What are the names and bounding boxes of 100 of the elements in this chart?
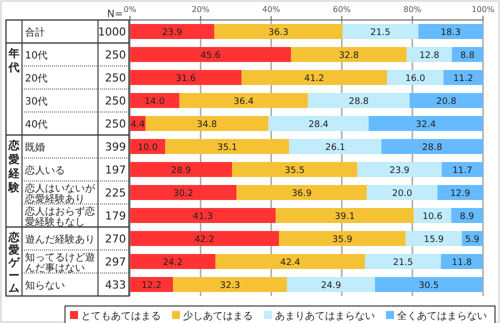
- text: 250: [105, 94, 126, 108]
- data-label: 21.5: [393, 258, 414, 268]
- x-tick-label: 20%: [192, 5, 210, 14]
- bar: [130, 185, 237, 200]
- data-label: 36.3: [268, 28, 288, 38]
- legend-label: あまりあてはまらない: [275, 311, 375, 322]
- data-label: 42.2: [194, 235, 215, 245]
- data-label: 11.2: [453, 74, 474, 84]
- bar: [130, 277, 174, 292]
- data-label: 35.5: [284, 166, 305, 176]
- legend-label: 全くあてはまらない: [397, 310, 487, 322]
- bar: [442, 162, 483, 177]
- bar: [366, 185, 438, 200]
- legend-label: 少しあてはまる: [183, 310, 253, 322]
- y-tick-label: 合計: [25, 26, 45, 38]
- data-label: 24.2: [162, 258, 183, 268]
- y-tick-label: 既婚: [25, 142, 45, 154]
- data-label: 26.1: [325, 143, 346, 153]
- data-label: 35.1: [217, 143, 238, 153]
- data-label: 23.9: [389, 166, 410, 176]
- bar: [276, 208, 414, 223]
- y-tick-label: 恋人はおらず恋愛経験もなし: [24, 205, 95, 228]
- data-label: 15.9: [424, 235, 444, 245]
- bar: [290, 47, 407, 62]
- text: 270: [105, 232, 126, 246]
- x-tick-label: 100%: [472, 5, 495, 14]
- bar: [130, 208, 276, 223]
- text: 179: [105, 210, 126, 222]
- bar: [214, 24, 343, 39]
- bar: [236, 185, 367, 200]
- data-label: 30.2: [173, 189, 194, 199]
- data-label: 31.6: [176, 74, 196, 84]
- data-label: 41.3: [192, 212, 213, 222]
- data-label: 10.0: [138, 143, 158, 153]
- y-tick-label: 知ってるけど遊んだ事はない: [25, 251, 95, 274]
- data-label: 34.8: [196, 120, 218, 130]
- bar: [130, 70, 242, 85]
- bar: [232, 162, 358, 177]
- y-tick-label: 30代: [25, 96, 48, 108]
- data-label: 36.4: [234, 97, 254, 107]
- bar: [130, 93, 180, 108]
- data-label: 5.9: [465, 235, 480, 245]
- data-label: 28.9: [170, 166, 192, 176]
- y-tick-label: 10代: [25, 50, 48, 62]
- x-tick-label: 60%: [332, 5, 352, 14]
- text: 恋愛経験: [8, 139, 20, 194]
- data-label: 36.9: [292, 189, 312, 199]
- data-label: 42.4: [280, 258, 301, 268]
- x-tick-label: 40%: [262, 5, 280, 14]
- bar: [146, 116, 268, 131]
- text: 年代: [8, 47, 20, 74]
- data-label: 35.9: [332, 235, 353, 245]
- bar: [386, 70, 444, 85]
- bar: [368, 116, 483, 131]
- bar: [406, 47, 452, 62]
- text: 197: [105, 164, 126, 176]
- data-label: 28.8: [348, 97, 370, 107]
- text: 恋愛ゲーム: [8, 231, 20, 294]
- legend-label: とてもあてはまる: [81, 311, 161, 322]
- data-label: 28.4: [308, 120, 329, 130]
- bar: [365, 254, 441, 269]
- bar: [308, 93, 410, 108]
- text: 250: [105, 72, 126, 84]
- bar: [418, 24, 483, 39]
- data-label: 10.6: [422, 212, 443, 222]
- y-tick-label: 40代: [25, 120, 48, 130]
- data-label: 11.8: [452, 258, 472, 268]
- y-tick-label: 20代: [25, 74, 48, 84]
- data-label: 12.9: [450, 189, 471, 199]
- text: 1000: [98, 26, 126, 38]
- data-label: 20.8: [436, 97, 457, 107]
- bar: [130, 139, 166, 154]
- bar: [179, 93, 308, 108]
- data-label: 30.5: [418, 281, 439, 291]
- bar: [173, 277, 288, 292]
- text: 297: [105, 256, 126, 268]
- bar: [357, 162, 442, 177]
- data-label: 21.5: [370, 28, 390, 38]
- bar: [440, 254, 483, 269]
- y-tick-label: 恋人はいないが恋愛経験あり: [24, 182, 96, 205]
- y-tick-label: 恋人いる: [24, 164, 65, 176]
- data-label: 4.4: [130, 120, 146, 130]
- bar: [130, 254, 216, 269]
- y-tick-label: 知らない: [25, 280, 65, 292]
- text: 250: [105, 48, 126, 62]
- data-label: 20.0: [392, 189, 412, 199]
- bar: [130, 47, 291, 62]
- bar: [437, 185, 483, 200]
- data-label: 11.7: [452, 166, 472, 176]
- data-label: 32.3: [220, 281, 240, 291]
- bar: [374, 277, 483, 292]
- data-label: 39.1: [334, 212, 355, 222]
- data-label: 16.0: [405, 74, 426, 84]
- bar: [130, 162, 232, 177]
- bar: [130, 231, 279, 246]
- text: 250: [105, 118, 126, 130]
- bar: [278, 231, 406, 246]
- data-label: 23.9: [162, 28, 182, 38]
- data-label: 32.4: [416, 120, 436, 130]
- bar: [342, 24, 418, 39]
